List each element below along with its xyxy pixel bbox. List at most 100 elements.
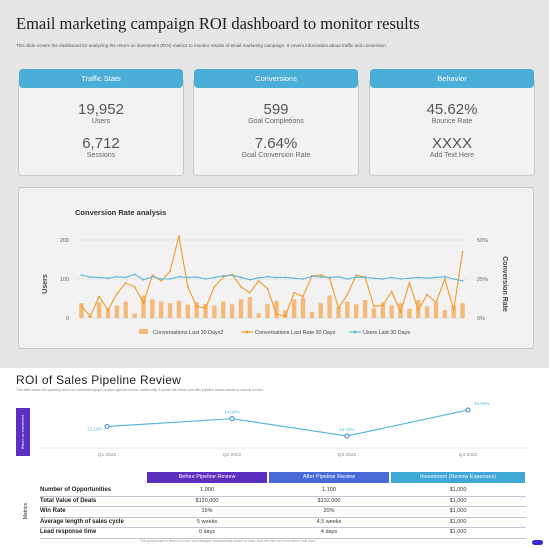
bar xyxy=(194,302,199,318)
goal-completions-label: Goal Completions xyxy=(248,118,304,125)
series-point xyxy=(319,274,322,276)
series-point xyxy=(107,309,109,312)
bar xyxy=(150,299,155,318)
metric-cell: $132,000 xyxy=(317,497,341,504)
series-point xyxy=(319,276,322,278)
roi-point xyxy=(104,423,110,429)
series-point xyxy=(124,282,127,284)
series-point xyxy=(266,287,269,290)
series-point xyxy=(355,274,358,276)
series-point xyxy=(284,315,287,317)
metric-cell: 1,100 xyxy=(322,487,336,493)
bar xyxy=(105,308,111,318)
series-point xyxy=(151,275,154,278)
metric-cell: $1,000 xyxy=(449,497,467,504)
series-point xyxy=(310,275,313,278)
series-point xyxy=(89,315,92,317)
series-point xyxy=(381,304,384,307)
series-point xyxy=(142,302,145,305)
bar xyxy=(433,302,439,318)
conversions-card: Conversions 599 Goal Completions 7.64% G… xyxy=(193,69,359,176)
series-point xyxy=(222,274,225,277)
dashboard-panel: Email marketing campaign ROI dashboard t… xyxy=(0,0,549,368)
bar xyxy=(274,300,279,318)
series-point xyxy=(133,273,136,276)
metric-cell: $1,000 xyxy=(449,508,467,514)
y2-tick-label: 0% xyxy=(477,316,485,322)
series-point xyxy=(98,276,101,279)
roi-data-label: 13.10% xyxy=(87,426,103,431)
metric-cell: 15% xyxy=(201,508,213,514)
bar xyxy=(407,308,412,318)
series-point xyxy=(115,292,118,295)
metric-row-label: Win Rate xyxy=(40,508,66,514)
bar xyxy=(380,302,385,318)
series-point xyxy=(133,285,136,288)
bar xyxy=(114,305,120,318)
metric-row-label: Number of Opportunities xyxy=(40,487,111,493)
bar xyxy=(167,303,173,318)
column-header-before: Before Pipeline Review xyxy=(147,472,267,483)
series-point xyxy=(293,277,296,280)
bar xyxy=(345,301,350,318)
metrics-tab: Metrics xyxy=(21,486,31,536)
series-point xyxy=(248,291,251,294)
roi-point xyxy=(229,416,235,422)
series-point xyxy=(213,276,216,279)
y-axis-ticks: 200 100 0 50% 25% 0% xyxy=(60,238,488,322)
roi-line-chart: 13.10% Q1 2022 14.00% Q2 2022 12.00% Q3 2022 1… xyxy=(40,401,530,458)
page-title: Email marketing campaign ROI dashboard t… xyxy=(16,14,420,33)
roi-panel: ROI of Sales Pipeline Review This slide … xyxy=(0,368,549,548)
metric-row-label: Total Value of Deals xyxy=(40,497,97,504)
metric-row-label: Average length of sales cycle xyxy=(40,518,124,525)
bar xyxy=(283,310,288,318)
bar xyxy=(336,307,341,318)
series-point xyxy=(461,250,464,253)
series-point xyxy=(399,311,402,314)
y-tick-label: 100 xyxy=(60,277,69,283)
roi-x-label: Q1 2022 xyxy=(98,452,117,458)
series-point xyxy=(293,291,296,294)
bar xyxy=(141,295,146,318)
bar xyxy=(203,303,208,318)
bar xyxy=(389,305,394,318)
bar xyxy=(362,300,368,318)
series-point xyxy=(80,305,83,308)
legend-label: Conversations Last 30 Days2 xyxy=(153,330,223,336)
row-divider xyxy=(40,527,526,528)
series-point xyxy=(240,276,242,279)
bar xyxy=(229,304,235,318)
series-point xyxy=(408,277,411,280)
series-point xyxy=(169,270,171,273)
row-divider xyxy=(40,506,526,507)
series-point xyxy=(195,305,198,308)
series-point xyxy=(284,276,287,279)
conversion-rate-chart: Conversion Rate analysis Users Conversio… xyxy=(42,208,508,336)
bar xyxy=(460,303,465,318)
legend-swatch-marker xyxy=(245,330,249,334)
roi-point xyxy=(465,407,471,413)
series-point xyxy=(443,275,446,278)
bar xyxy=(309,311,315,318)
legend-swatch xyxy=(139,329,148,334)
series-point xyxy=(160,280,163,282)
roi-point xyxy=(344,433,350,439)
bar xyxy=(212,305,217,318)
metric-cell: 4.5 weeks xyxy=(316,518,342,525)
roi-x-label: Q3 2022 xyxy=(338,452,357,458)
bar xyxy=(247,296,253,318)
row-divider xyxy=(40,516,526,518)
next-slide-button[interactable] xyxy=(532,540,543,545)
y2-tick-label: 50% xyxy=(477,238,488,244)
roi-x-label: Q2 2022 xyxy=(223,452,242,458)
metric-row-label: Lead response time xyxy=(40,529,97,535)
bar xyxy=(221,301,226,318)
y2-tick-label: 25% xyxy=(477,277,488,283)
series-point xyxy=(364,276,366,279)
series-point xyxy=(328,276,331,279)
metric-cell: 20% xyxy=(323,508,335,514)
series-point xyxy=(373,305,375,308)
metric-cell: $120,000 xyxy=(195,497,219,504)
bar xyxy=(327,295,332,318)
behavior-card: Behavior 45.62% Bounce Rate XXXX Add Tex… xyxy=(369,69,535,176)
